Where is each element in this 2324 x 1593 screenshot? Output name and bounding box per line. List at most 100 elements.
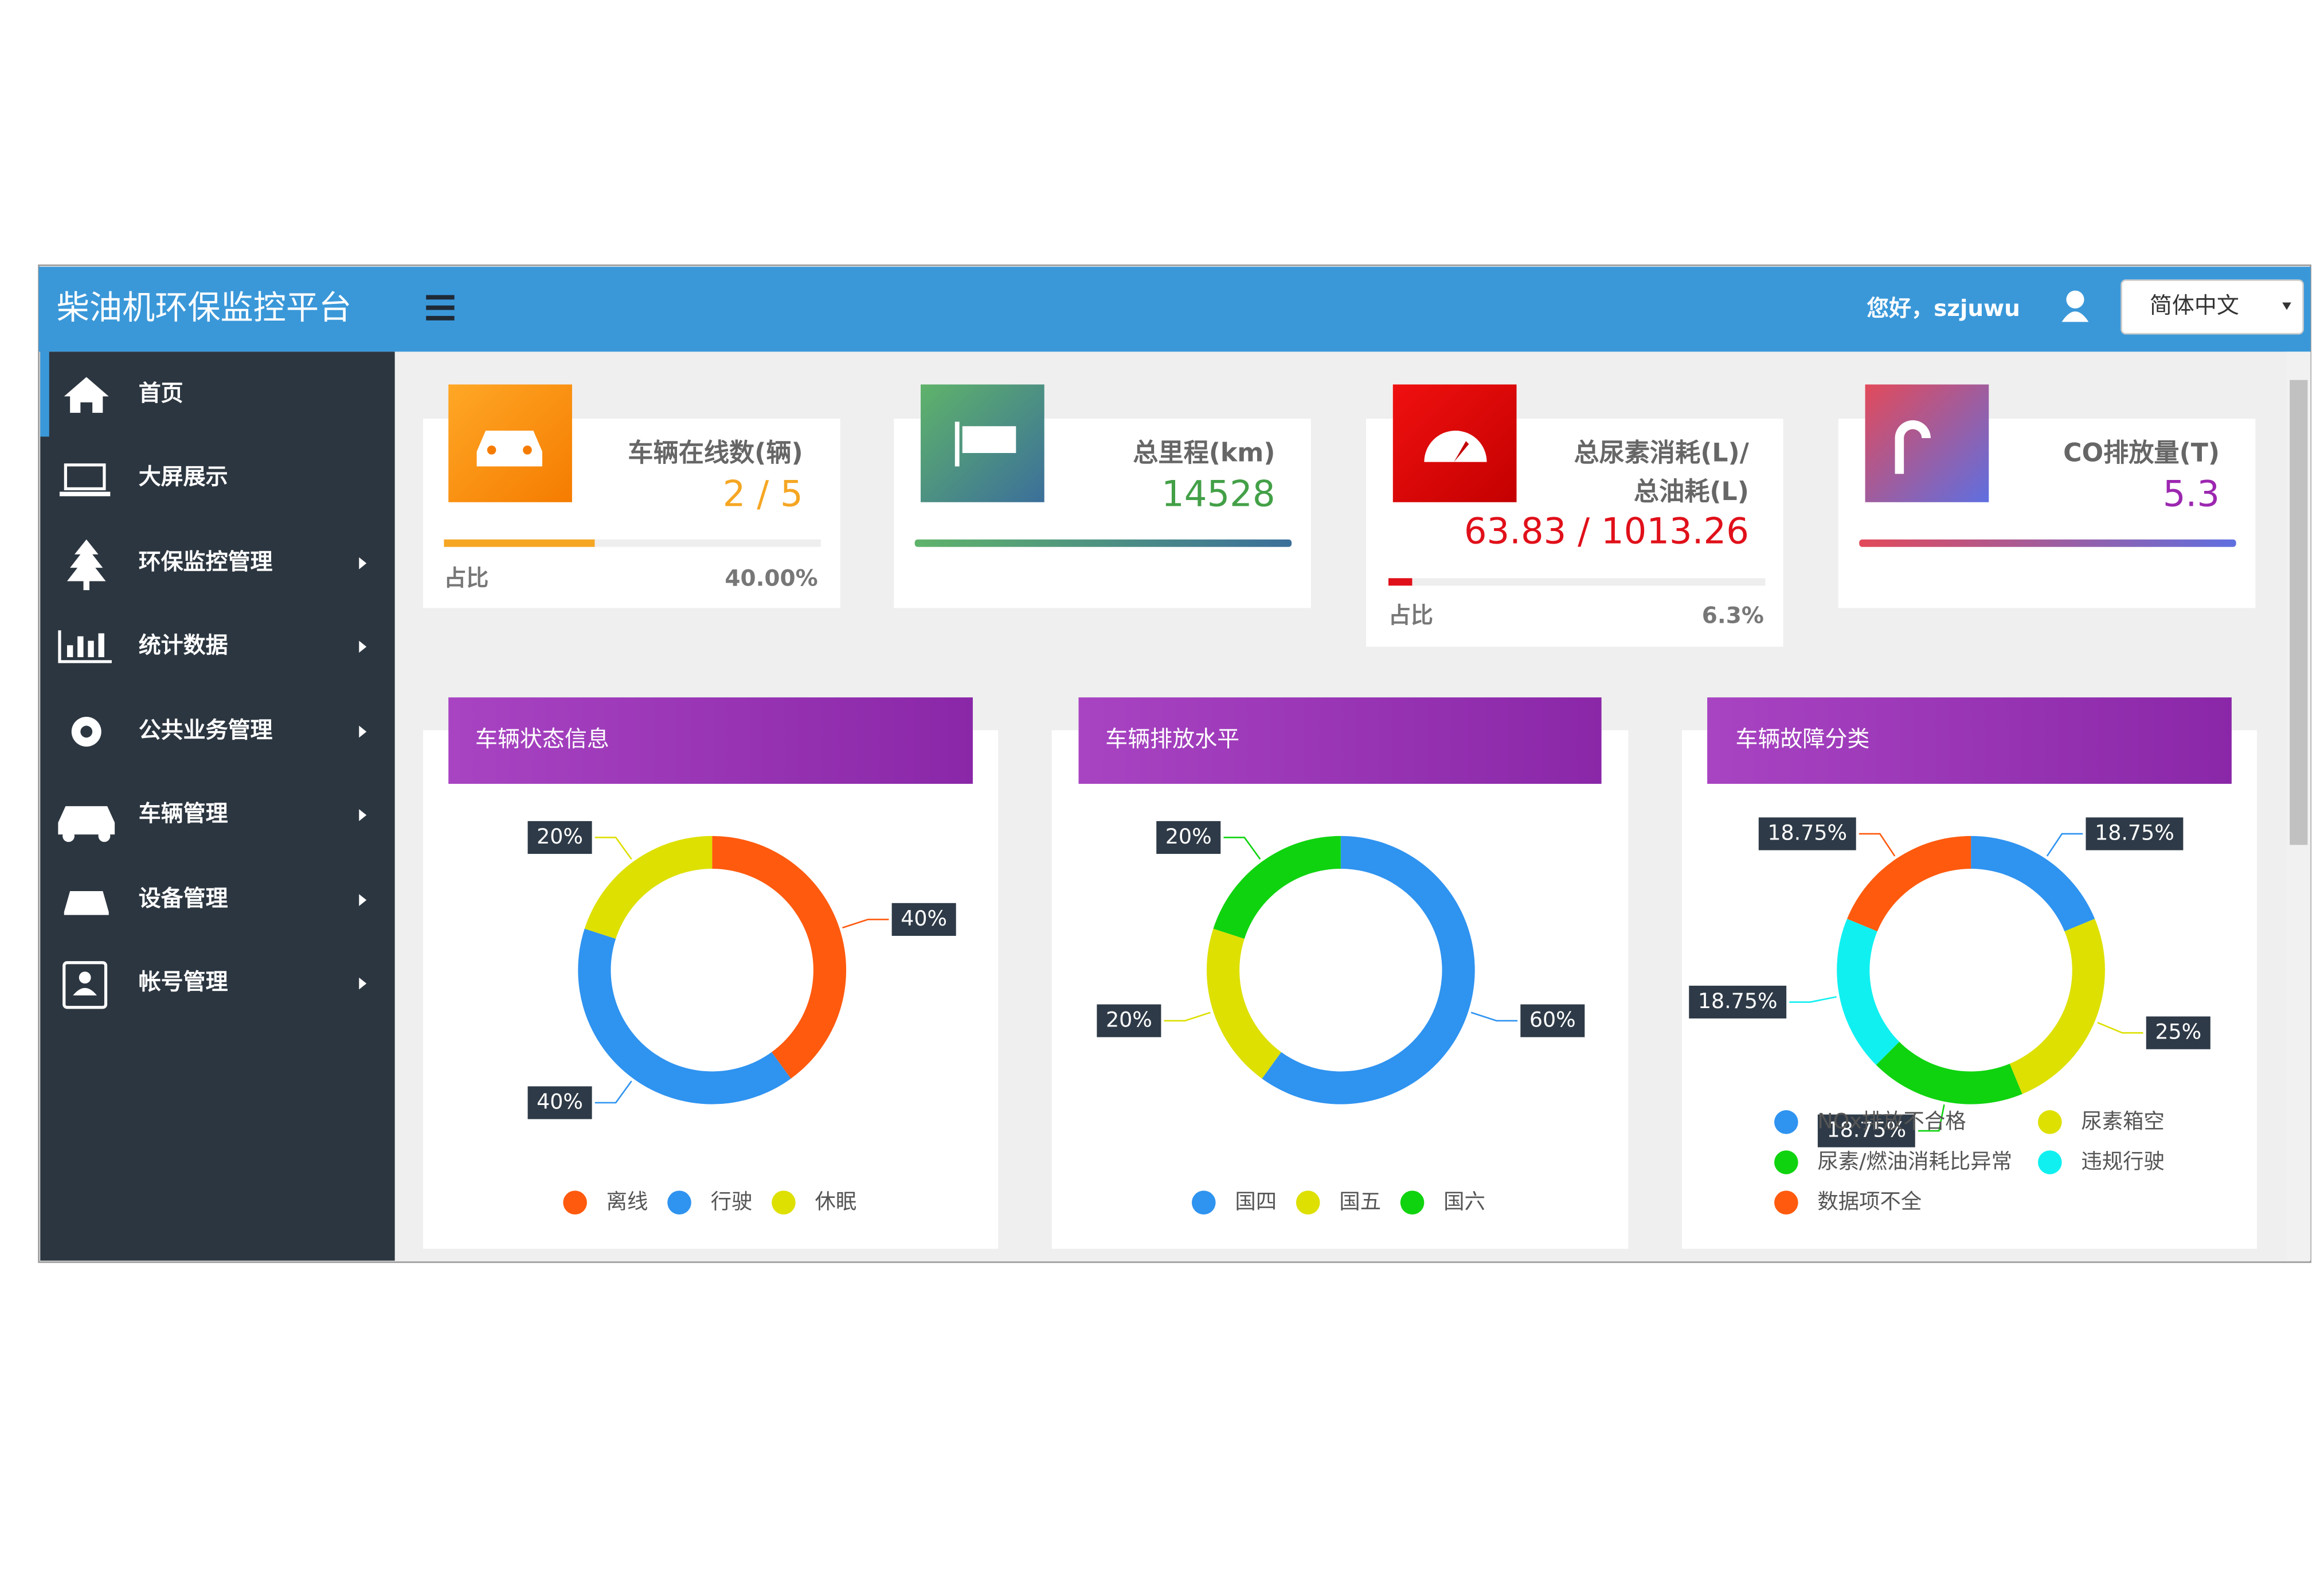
data-label: 18.75%	[1826, 1118, 1906, 1142]
scrollbar-thumb[interactable]	[2290, 380, 2308, 845]
card-value: 2 / 5	[723, 473, 803, 514]
data-label: 40%	[537, 1090, 583, 1114]
legend-marker	[1296, 1190, 1320, 1215]
menu-item[interactable]: 公共业务管理	[139, 717, 273, 743]
donut-segment	[1971, 835, 2095, 932]
legend-marker	[667, 1190, 691, 1215]
card-title: 总里程(km)	[1133, 439, 1275, 468]
label-box	[2146, 1016, 2210, 1049]
legend-label: 尿素箱空	[2081, 1108, 2165, 1133]
legend-label: NOx排放不合格	[1817, 1108, 1966, 1133]
legend-marker	[1191, 1190, 1216, 1215]
legend-label: 违规行驶	[2081, 1149, 2165, 1173]
data-label: 60%	[1529, 1008, 1576, 1032]
legend-marker	[2038, 1150, 2062, 1174]
leader-line	[1164, 1012, 1211, 1022]
ratio-label: 占比	[1388, 603, 1433, 628]
donut-segment	[2009, 919, 2105, 1094]
data-label: 40%	[901, 906, 947, 931]
chart-panel	[1051, 730, 1629, 1249]
card-value: 63.83 / 1013.26	[1464, 510, 1749, 552]
menu-item[interactable]: 环保监控管理	[139, 549, 273, 575]
menu-item[interactable]: 车辆管理	[139, 801, 228, 827]
menu-item[interactable]: 大屏展示	[139, 464, 228, 490]
chart-header	[448, 697, 973, 784]
legend-label: 离线	[607, 1189, 648, 1214]
card-title: 总尿素消耗(L)/	[1574, 439, 1749, 468]
menu-item[interactable]: 统计数据	[139, 632, 228, 658]
data-label: 18.75%	[1698, 989, 1778, 1013]
menu-icons	[58, 377, 115, 1009]
header	[38, 267, 2311, 352]
chart-title: 车辆排放水平	[1105, 727, 1239, 752]
label-box	[1520, 1004, 1585, 1037]
legend-label: 国四	[1235, 1189, 1277, 1214]
user-icon[interactable]	[2061, 290, 2089, 322]
donut-segment	[1837, 919, 1900, 1065]
legend-marker	[1400, 1190, 1425, 1215]
donut-segment	[712, 835, 847, 1079]
leader-line	[1223, 837, 1261, 860]
language-select[interactable]	[2120, 279, 2304, 335]
menu-item[interactable]: 首页	[139, 381, 183, 407]
leader-line	[1789, 996, 1837, 1003]
data-label: 20%	[537, 824, 583, 849]
donut-segment	[1213, 835, 1341, 939]
progress-track	[1388, 578, 1766, 586]
leader-line	[1470, 1012, 1518, 1022]
card-bar	[1859, 539, 2236, 547]
leader-line	[1859, 833, 1896, 857]
donut-segment	[1262, 835, 1475, 1104]
leader-line	[842, 919, 889, 929]
language-label: 简体中文	[2150, 293, 2239, 319]
menu-item[interactable]: 设备管理	[139, 886, 228, 912]
label-box	[1817, 1114, 1915, 1147]
donut-segment	[578, 928, 791, 1104]
label-box	[527, 821, 592, 854]
data-label: 20%	[1165, 824, 1212, 849]
leader-line	[594, 1080, 632, 1104]
stat-cards: 车辆在线数(辆) 总里程(km) 总尿素消耗(L)/ 总油耗(L) CO排放量(…	[423, 384, 2256, 647]
legend-marker	[1774, 1190, 1798, 1215]
data-label: 25%	[2155, 1020, 2201, 1044]
label-box	[891, 903, 956, 936]
legend-marker	[1774, 1150, 1798, 1174]
donut-segment	[1876, 1041, 2022, 1104]
chart-title: 车辆状态信息	[475, 727, 609, 752]
label-box	[527, 1086, 592, 1119]
leader-line	[594, 837, 632, 860]
progress-bar	[1388, 578, 1413, 586]
menu-toggle[interactable]	[426, 295, 455, 321]
legend-label: 尿素/燃油消耗比异常	[1817, 1149, 2012, 1173]
card-value: 5.3	[2163, 473, 2220, 514]
legend-marker	[563, 1190, 587, 1215]
card-bar	[914, 539, 1292, 547]
card-icon	[1865, 384, 1989, 502]
label-box	[1097, 1004, 1161, 1037]
card-title: CO排放量(T)	[2063, 439, 2220, 468]
sidebar	[40, 352, 395, 1261]
donut-segment	[1206, 928, 1281, 1079]
donut-segment	[584, 835, 713, 939]
legend-marker	[1774, 1110, 1798, 1134]
menu-item[interactable]: 帐号管理	[139, 970, 228, 995]
chart-panel	[423, 730, 999, 1249]
card-title: 总油耗(L)	[1634, 477, 1749, 506]
legend-label: 国五	[1339, 1189, 1381, 1214]
greeting: 您好，szjuwu	[1867, 296, 2020, 322]
chart-title: 车辆故障分类	[1735, 727, 1869, 752]
app-title: 柴油机环保监控平台	[57, 289, 351, 327]
legend-label: 行驶	[711, 1189, 753, 1214]
label-box	[1689, 985, 1787, 1019]
dropdown-arrow	[2282, 302, 2291, 310]
card-title: 车辆在线数(辆)	[628, 439, 803, 468]
label-box	[2086, 817, 2184, 850]
data-label: 18.75%	[1767, 821, 1847, 845]
submenu-arrows	[359, 557, 367, 990]
legend-marker	[772, 1190, 796, 1215]
ratio-text: 6.3%	[1702, 603, 1764, 628]
card-value: 14528	[1161, 473, 1275, 514]
leader-line	[2046, 833, 2083, 857]
